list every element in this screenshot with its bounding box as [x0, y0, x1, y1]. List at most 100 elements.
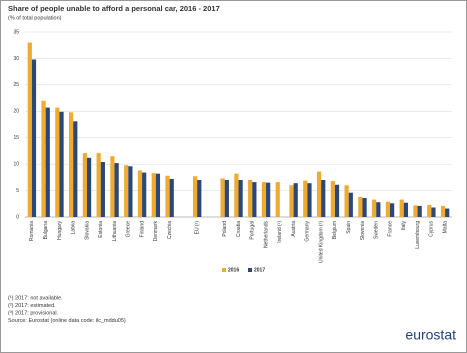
x-tick-label: Latvia — [71, 221, 77, 235]
bar — [165, 175, 170, 217]
x-tick-label: Czechia — [167, 221, 173, 239]
y-tick-label: 10 — [13, 161, 19, 167]
bar — [41, 100, 46, 217]
bar — [59, 111, 64, 217]
bar — [86, 157, 92, 217]
bar — [197, 180, 202, 217]
bar — [82, 153, 87, 217]
legend-label: 2017 — [254, 267, 265, 273]
x-tick-label: United Kingdom (³) — [318, 221, 324, 263]
y-tick-label: 0 — [16, 214, 19, 220]
bar — [330, 181, 335, 217]
bar — [155, 173, 161, 217]
bar — [128, 166, 133, 217]
footnote: (²) 2017: estimated. — [8, 303, 56, 309]
chart-title: Share of people unable to afford a perso… — [8, 4, 220, 13]
bar — [124, 165, 129, 217]
legend-swatch — [248, 268, 252, 272]
y-tick-label: 5 — [16, 188, 19, 194]
bar — [238, 180, 243, 217]
x-tick-label: Italy — [401, 221, 407, 231]
chart-subtitle: (% of total population) — [8, 15, 62, 21]
bar — [385, 201, 391, 217]
bar — [45, 107, 50, 217]
bar — [266, 182, 271, 217]
bar — [114, 163, 119, 217]
x-tick-label: Greece — [126, 221, 132, 238]
bar — [344, 185, 349, 217]
bar — [73, 121, 78, 217]
bar — [234, 173, 239, 217]
x-tick-label: Slovenia — [360, 221, 366, 240]
bar — [100, 162, 105, 217]
logo: eurostat — [405, 327, 456, 343]
bar — [445, 208, 450, 217]
bar — [307, 183, 312, 217]
footnote: (³) 2017: provisional. — [8, 310, 59, 316]
x-tick-label: Lithuania — [112, 221, 118, 242]
legend-swatch — [222, 268, 226, 272]
bar — [69, 112, 74, 217]
x-tick-label: Austria — [291, 221, 297, 237]
bar — [321, 180, 326, 217]
x-tick-label: Estonia — [98, 221, 104, 238]
x-tick-label: Luxembourg — [415, 221, 421, 249]
legend-label: 2016 — [228, 267, 239, 273]
x-tick-label: Poland — [222, 221, 228, 237]
x-tick-label: Germany — [305, 221, 311, 242]
bar — [192, 176, 198, 217]
bar — [31, 59, 37, 217]
y-tick-label: 25 — [13, 82, 19, 88]
footnote: (¹) 2017: not available. — [8, 295, 63, 301]
bar — [151, 173, 156, 217]
x-tick-label: Sweden — [374, 221, 380, 239]
y-tick-label: 20 — [13, 109, 19, 115]
bar — [413, 205, 418, 217]
x-tick-label: Cyprus — [429, 221, 435, 237]
y-tick-label: 15 — [13, 135, 19, 141]
x-tick-label: Ireland (¹) — [277, 221, 283, 243]
x-tick-label: Romania — [29, 221, 35, 241]
bar — [252, 182, 257, 217]
y-tick-label: 35 — [13, 29, 19, 35]
bar — [417, 205, 422, 217]
bar — [142, 172, 147, 217]
bar — [55, 107, 60, 217]
x-tick-label: Hungary — [57, 221, 63, 240]
bar — [390, 203, 395, 217]
bar — [224, 180, 229, 217]
bar — [376, 202, 381, 217]
bar — [358, 196, 363, 217]
bar — [348, 192, 353, 217]
x-tick-label: Belgium — [332, 221, 338, 239]
bar — [275, 182, 280, 217]
bar — [110, 156, 115, 217]
x-tick-label: Spain — [346, 221, 352, 234]
bar — [334, 184, 340, 217]
bar — [399, 199, 404, 217]
bar — [431, 207, 436, 217]
bar — [248, 180, 253, 217]
x-tick-label: Denmark — [153, 221, 159, 242]
x-tick-label: EU (²) — [195, 221, 201, 235]
bar — [372, 199, 377, 217]
x-tick-label: Croatia — [236, 221, 242, 237]
x-tick-label: Malta — [442, 221, 448, 233]
bar — [96, 153, 101, 217]
bar — [220, 178, 225, 217]
bar — [362, 197, 367, 217]
bar — [289, 185, 294, 217]
bar — [293, 183, 298, 217]
x-tick-label: Netherlands — [263, 221, 269, 248]
bar — [137, 170, 143, 217]
bar — [27, 42, 32, 218]
x-tick-label: France — [387, 221, 393, 237]
bar — [261, 182, 267, 217]
bar — [427, 204, 432, 217]
x-tick-label: Portugal — [250, 221, 256, 240]
x-tick-label: Bulgaria — [43, 221, 49, 240]
bar — [440, 205, 446, 217]
x-tick-label: Finland — [139, 221, 145, 238]
